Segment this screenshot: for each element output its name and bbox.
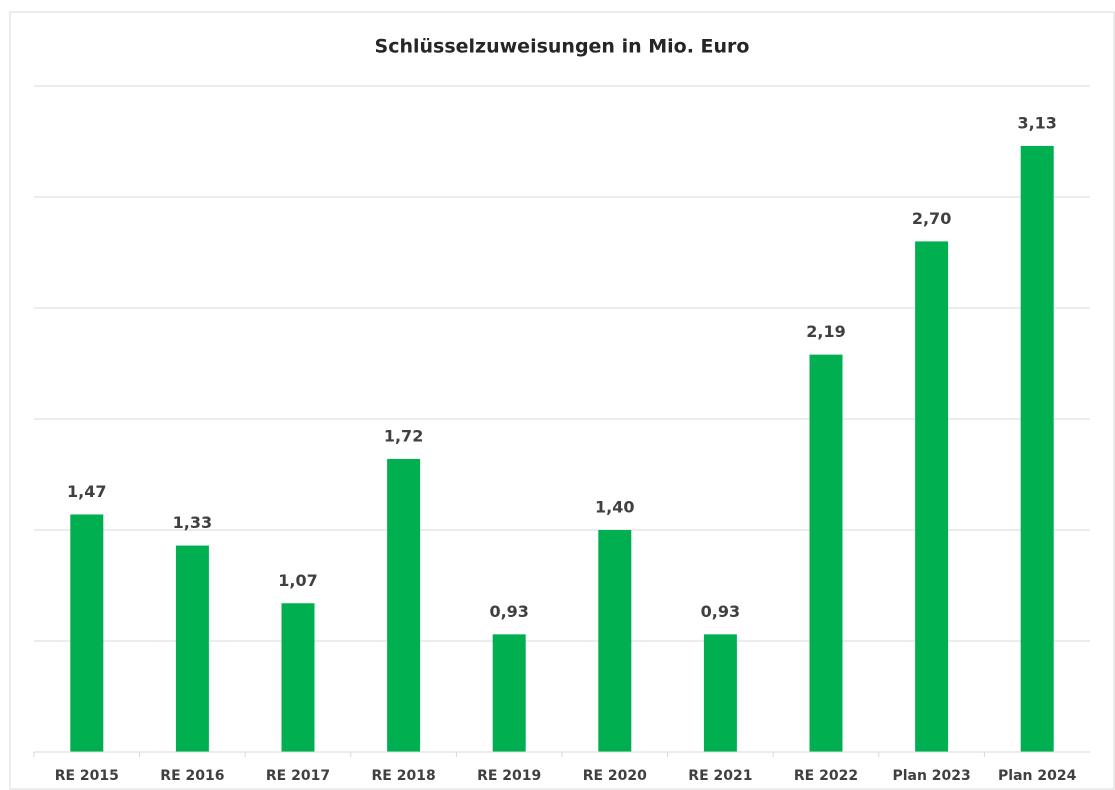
data-label: 0,93	[489, 602, 528, 621]
x-tick-label: RE 2015	[55, 768, 119, 784]
x-tick-label: RE 2018	[372, 768, 436, 784]
x-tick-label: RE 2019	[477, 768, 541, 784]
x-tick-label: RE 2022	[794, 768, 858, 784]
bar	[809, 354, 843, 752]
data-label: 1,33	[173, 513, 212, 532]
x-tick-label: RE 2021	[688, 768, 752, 784]
chart-frame	[9, 11, 1115, 790]
data-label: 1,40	[595, 498, 634, 517]
data-label: 3,13	[1017, 113, 1056, 132]
x-tick-label: RE 2016	[160, 768, 224, 784]
chart-title: Schlüsselzuweisungen in Mio. Euro	[375, 36, 750, 58]
bar	[1020, 145, 1054, 752]
bar	[281, 603, 315, 752]
data-label: 2,19	[806, 322, 845, 341]
bar	[598, 530, 632, 752]
x-tick-label: Plan 2024	[998, 768, 1077, 784]
x-tick-label: RE 2020	[583, 768, 647, 784]
data-label: 0,93	[701, 602, 740, 621]
data-label: 2,70	[912, 209, 951, 228]
data-label: 1,72	[384, 426, 423, 445]
bar	[703, 634, 737, 752]
data-label: 1,07	[278, 571, 317, 590]
x-tick-label: RE 2017	[266, 768, 330, 784]
bar	[70, 514, 104, 752]
data-label: 1,47	[67, 482, 106, 501]
bar	[915, 241, 949, 752]
x-tick-label: Plan 2023	[892, 768, 970, 784]
bar	[175, 545, 209, 752]
bar	[387, 458, 421, 752]
bar	[492, 634, 526, 752]
